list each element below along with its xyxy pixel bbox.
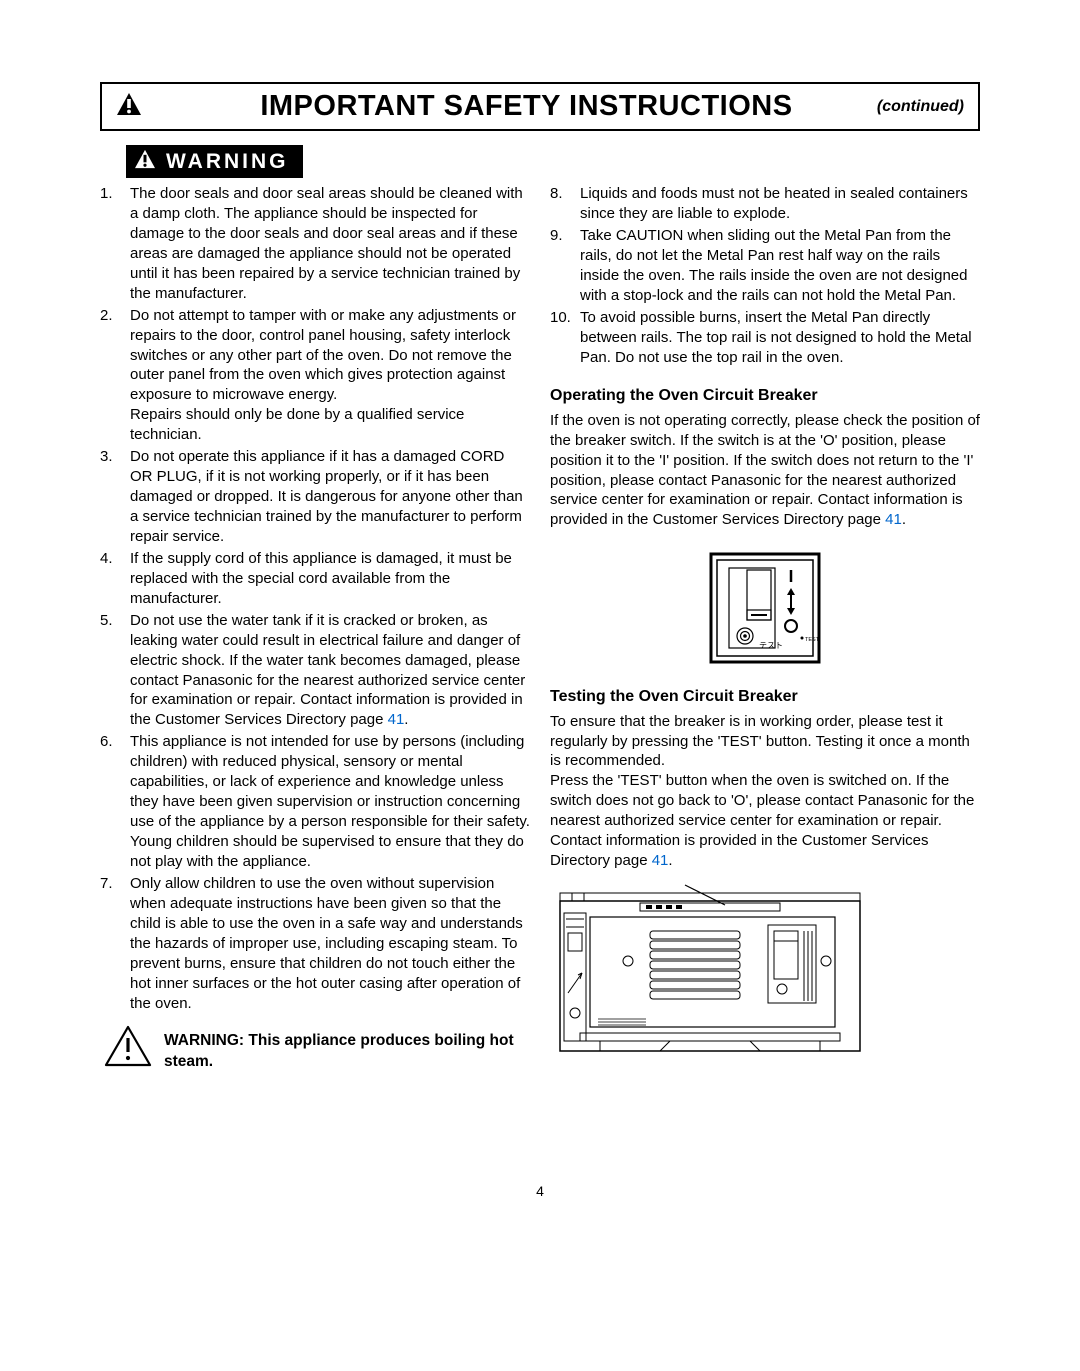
list-text: Only allow children to use the oven with…: [130, 875, 523, 1012]
text-part: If the oven is not operating correctly, …: [550, 412, 980, 529]
steam-warning-text: WARNING: This appliance produces boiling…: [164, 1025, 530, 1071]
continued-label: (continued): [877, 98, 964, 116]
steam-warning-row: WARNING: This appliance produces boiling…: [100, 1025, 530, 1073]
warning-label: WARNING: [166, 150, 289, 174]
content-columns: 1.The door seals and door seal areas sho…: [100, 184, 980, 1073]
list-text: Do not attempt to tamper with or make an…: [130, 307, 516, 444]
list-text: If the supply cord of this appliance is …: [130, 550, 512, 607]
operating-heading: Operating the Oven Circuit Breaker: [550, 385, 980, 406]
text-part: Press the 'TEST' button when the oven is…: [550, 772, 974, 869]
list-item: 9. Take CAUTION when sliding out the Meta…: [550, 226, 980, 306]
page-link[interactable]: 41: [885, 511, 902, 528]
text-part: .: [668, 852, 672, 869]
page-number: 4: [100, 1183, 980, 1199]
list-text: Liquids and foods must not be heated in …: [580, 185, 968, 222]
page-link[interactable]: 41: [652, 852, 669, 869]
oven-back-diagram: [550, 883, 870, 1063]
list-num: 10.: [550, 308, 571, 328]
right-column: 8. Liquids and foods must not be heated i…: [550, 184, 980, 1073]
list-text: Do not use the water tank if it is crack…: [130, 612, 525, 729]
test-label-en: TEST: [805, 637, 820, 643]
testing-p1: To ensure that the breaker is in working…: [550, 712, 980, 772]
breaker-diagram: テスト TEST: [705, 548, 825, 668]
list-item: 10. To avoid possible burns, insert the M…: [550, 308, 980, 368]
list-text: Do not operate this appliance if it has …: [130, 448, 523, 545]
header-box: IMPORTANT SAFETY INSTRUCTIONS (continued…: [100, 82, 980, 131]
warning-list-left: 1.The door seals and door seal areas sho…: [100, 184, 530, 1013]
list-item: 6.This appliance is not intended for use…: [100, 732, 530, 872]
list-text: The door seals and door seal areas shoul…: [130, 185, 523, 302]
testing-heading: Testing the Oven Circuit Breaker: [550, 686, 980, 707]
alert-triangle-icon: [116, 92, 142, 121]
list-item: 8. Liquids and foods must not be heated i…: [550, 184, 980, 224]
list-item: 3.Do not operate this appliance if it ha…: [100, 447, 530, 547]
text-part: .: [902, 511, 906, 528]
page-link[interactable]: 41: [388, 711, 405, 728]
page-title: IMPORTANT SAFETY INSTRUCTIONS: [176, 90, 877, 123]
list-text: To avoid possible burns, insert the Meta…: [580, 309, 972, 366]
list-text: Take CAUTION when sliding out the Metal …: [580, 227, 967, 304]
left-column: 1.The door seals and door seal areas sho…: [100, 184, 530, 1073]
list-item: 2.Do not attempt to tamper with or make …: [100, 306, 530, 446]
warning-list-right: 8. Liquids and foods must not be heated i…: [550, 184, 980, 367]
list-item: 5.Do not use the water tank if it is cra…: [100, 611, 530, 731]
list-text: This appliance is not intended for use b…: [130, 733, 530, 870]
list-item: 7.Only allow children to use the oven wi…: [100, 874, 530, 1014]
list-text-part: Do not use the water tank if it is crack…: [130, 612, 525, 729]
list-item: 4.If the supply cord of this appliance i…: [100, 549, 530, 609]
alert-triangle-icon: [134, 149, 156, 174]
test-label-jp: テスト: [759, 641, 783, 650]
warning-outline-icon: [104, 1025, 152, 1073]
testing-p2: Press the 'TEST' button when the oven is…: [550, 771, 980, 871]
list-num: 8.: [550, 184, 563, 204]
list-num: 9.: [550, 226, 563, 246]
list-item: 1.The door seals and door seal areas sho…: [100, 184, 530, 304]
operating-body: If the oven is not operating correctly, …: [550, 411, 980, 531]
warning-badge: WARNING: [126, 145, 303, 178]
